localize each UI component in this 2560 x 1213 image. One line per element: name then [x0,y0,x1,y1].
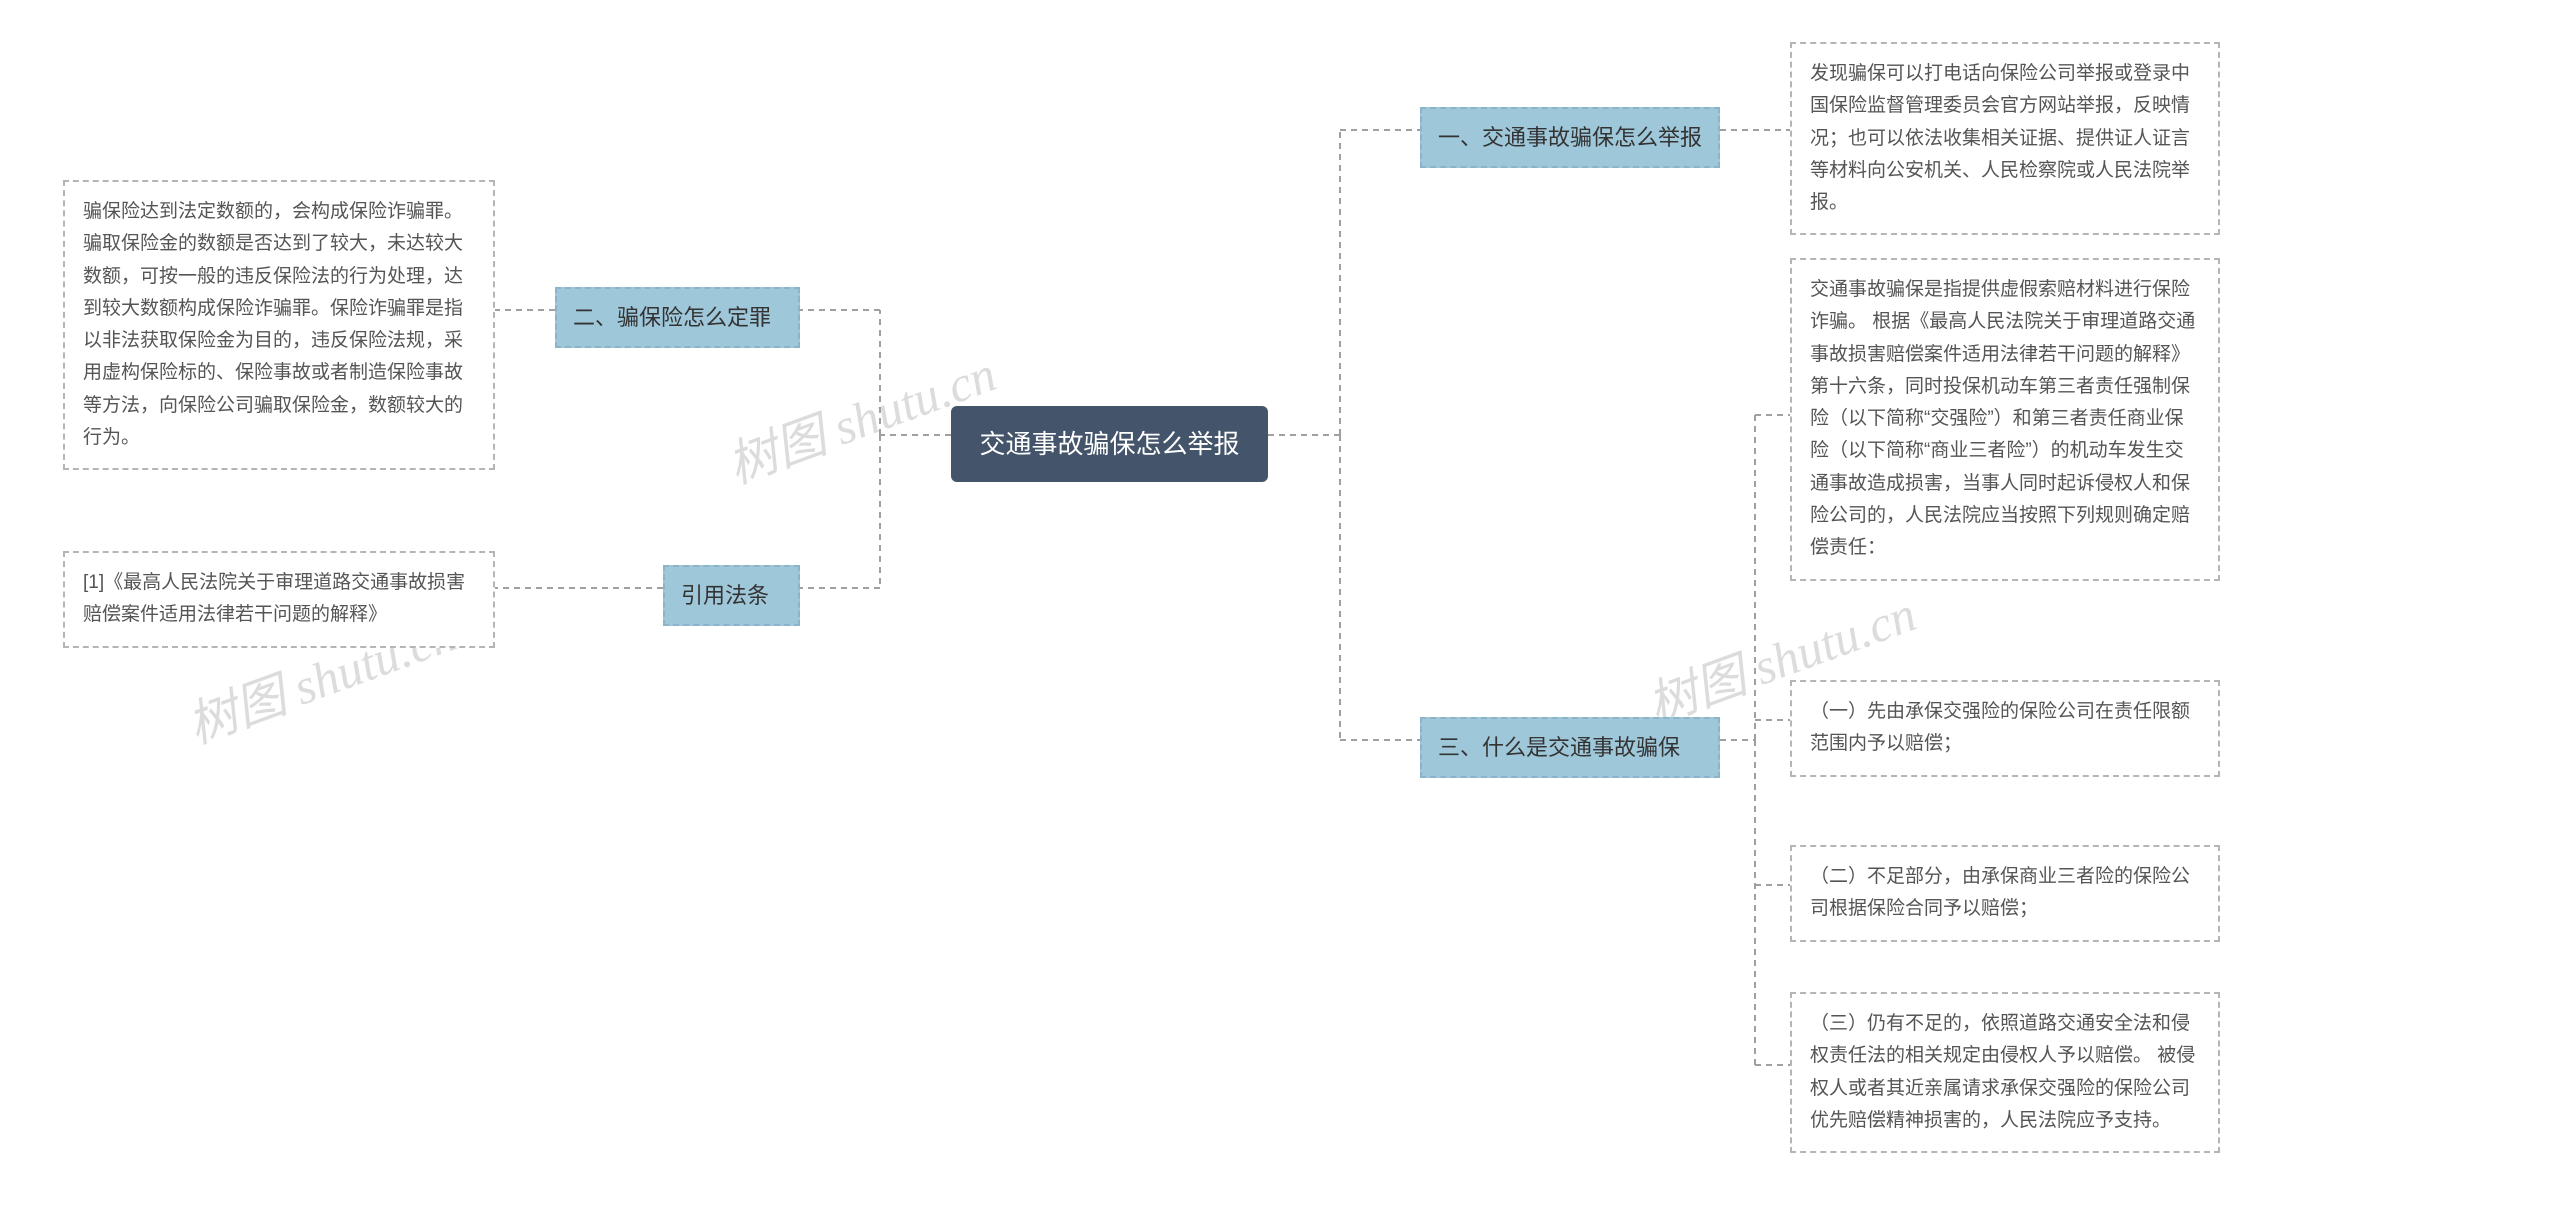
leaf-fraud-rule-1: （一）先由承保交强险的保险公司在责任限额范围内予以赔偿； [1790,680,2220,777]
branch-report-how: 一、交通事故骗保怎么举报 [1420,107,1720,168]
leaf-fraud-rule-2: （二）不足部分，由承保商业三者险的保险公司根据保险合同予以赔偿； [1790,845,2220,942]
leaf-fraud-rule-3: （三）仍有不足的，依照道路交通安全法和侵权责任法的相关规定由侵权人予以赔偿。 被… [1790,992,2220,1153]
branch-citation: 引用法条 [663,565,800,626]
leaf-fraud-definition: 交通事故骗保是指提供虚假索赔材料进行保险诈骗。 根据《最高人民法院关于审理道路交… [1790,258,2220,581]
leaf-citation-detail: [1]《最高人民法院关于审理道路交通事故损害赔偿案件适用法律若干问题的解释》 [63,551,495,648]
branch-conviction: 二、骗保险怎么定罪 [555,287,800,348]
branch-what-is-fraud: 三、什么是交通事故骗保 [1420,717,1720,778]
root-node: 交通事故骗保怎么举报 [951,406,1268,482]
leaf-report-how-detail: 发现骗保可以打电话向保险公司举报或登录中国保险监督管理委员会官方网站举报，反映情… [1790,42,2220,235]
leaf-conviction-detail: 骗保险达到法定数额的，会构成保险诈骗罪。骗取保险金的数额是否达到了较大，未达较大… [63,180,495,470]
